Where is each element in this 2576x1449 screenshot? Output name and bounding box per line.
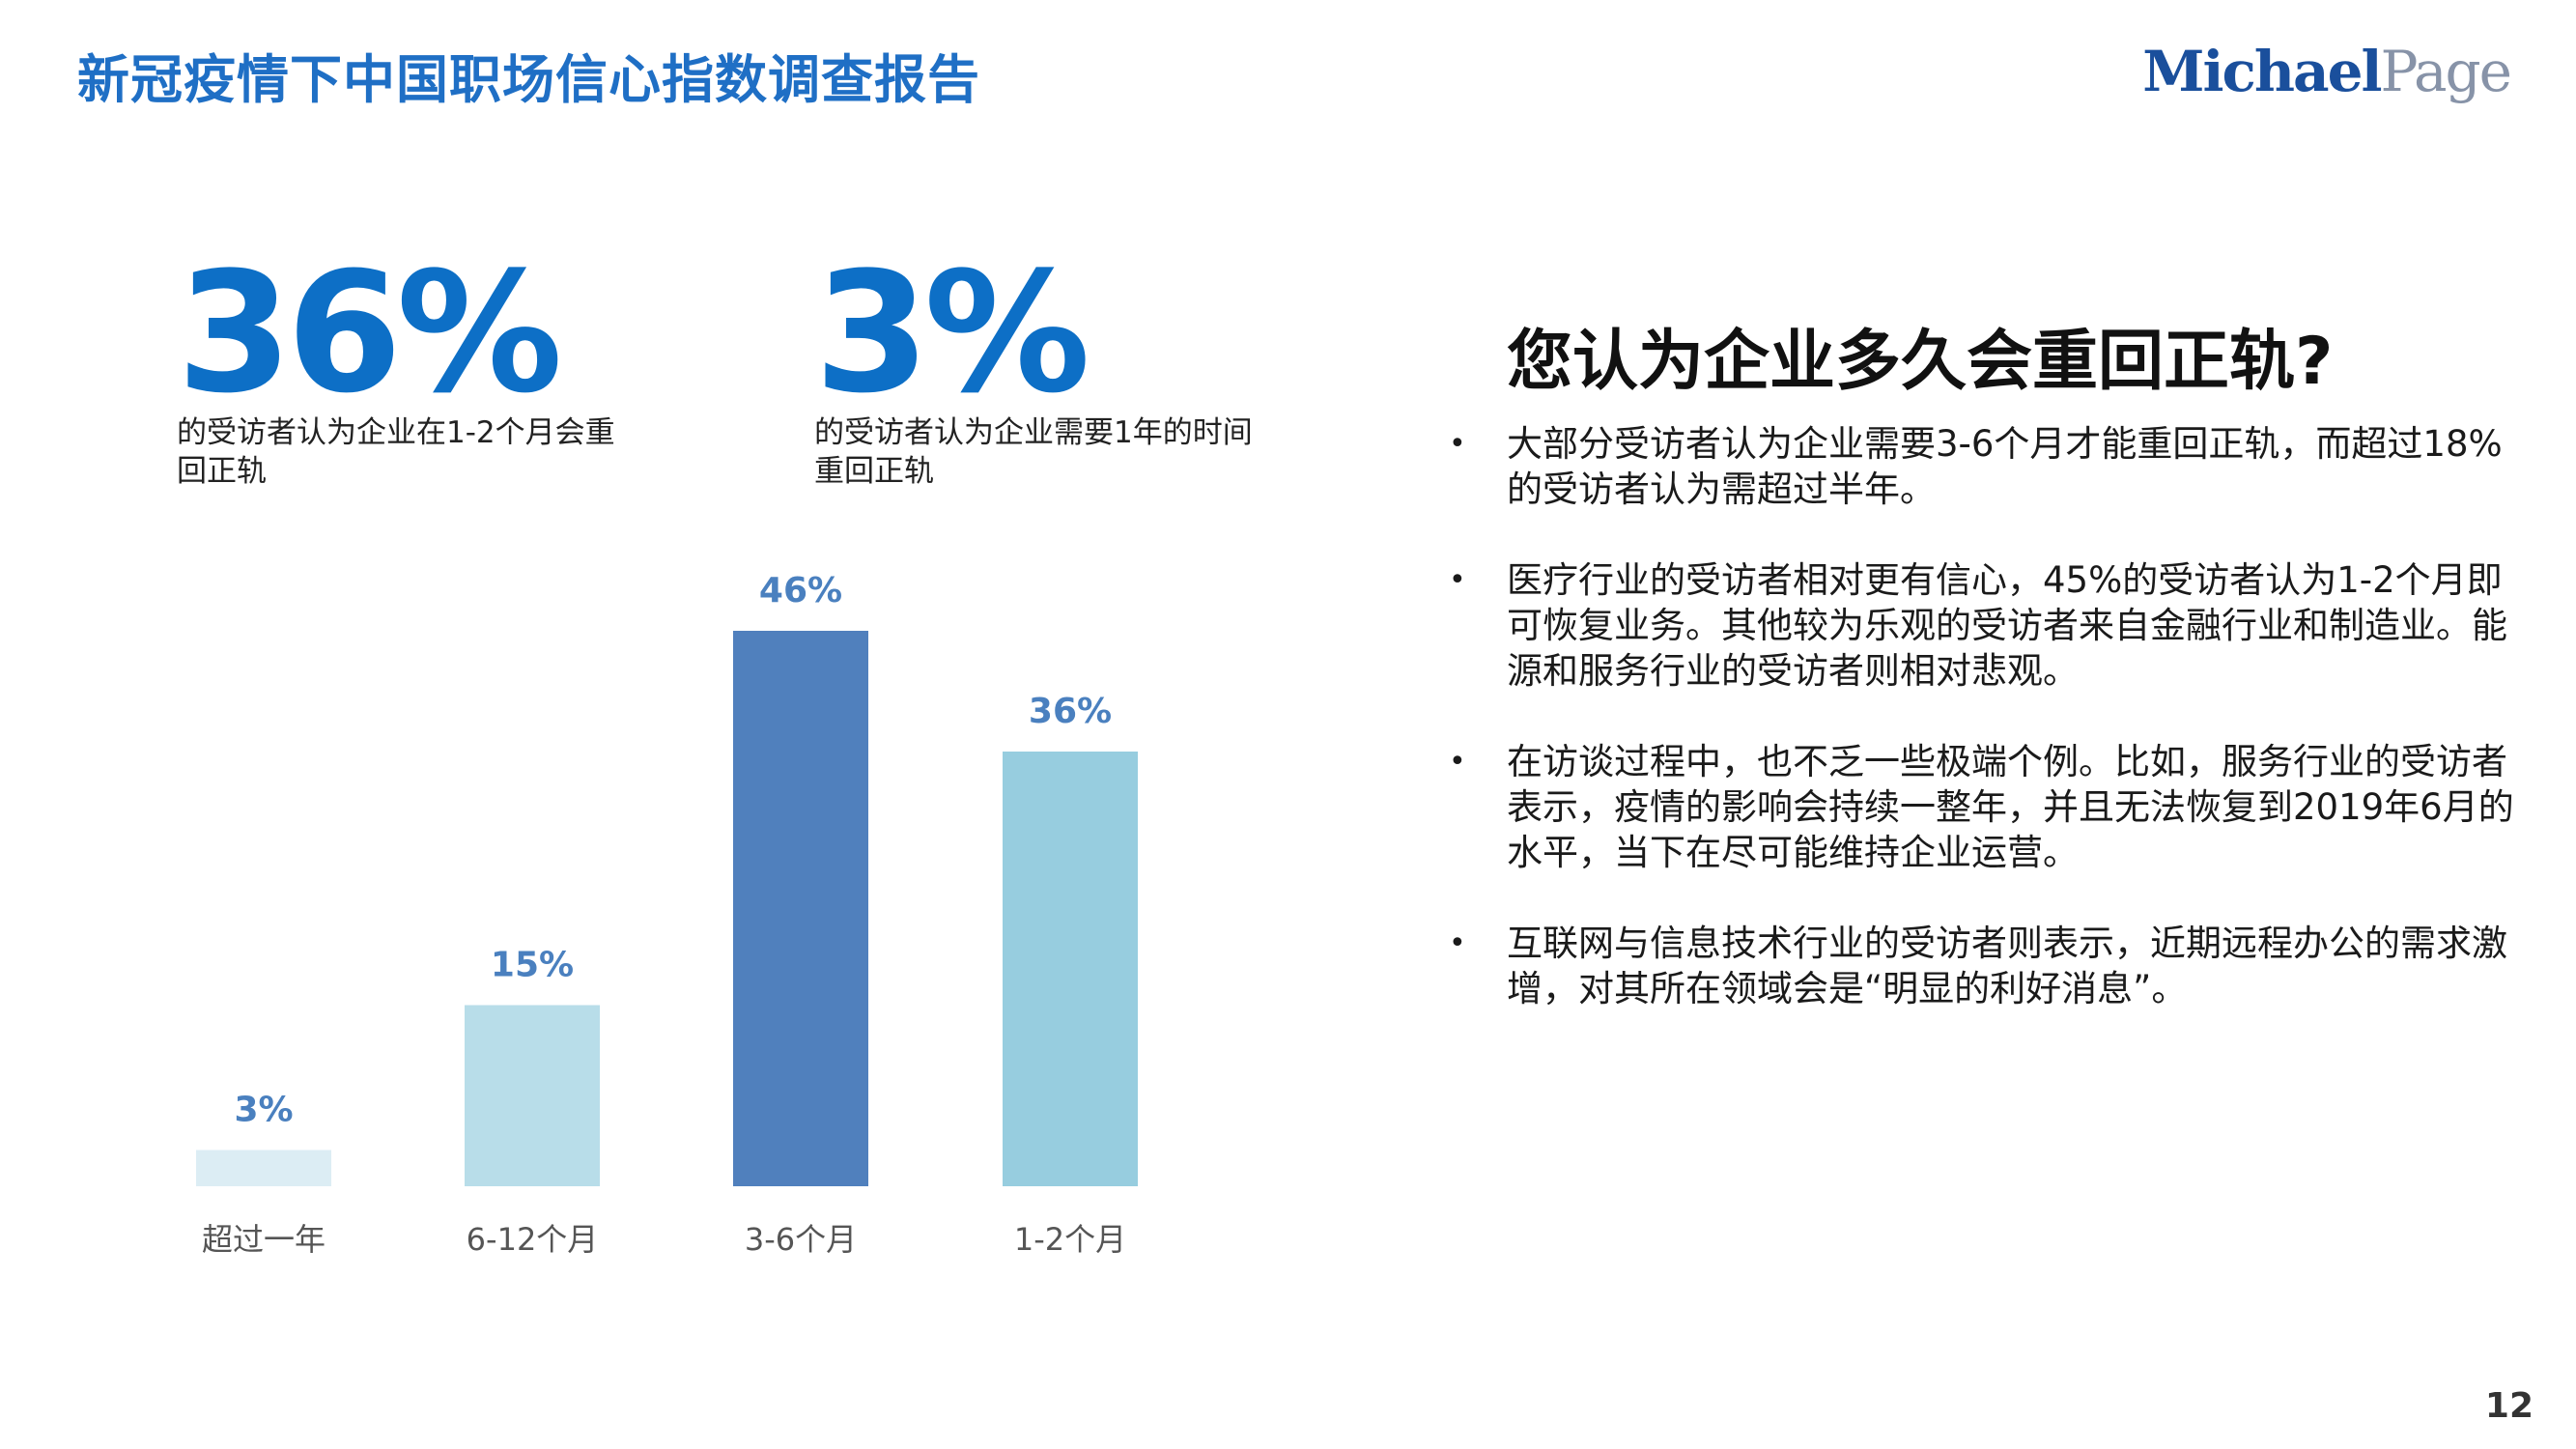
bullet-item: • 在访谈过程中，也不乏一些极端个例。比如，服务行业的受访者表示，疫情的影响会持… — [1439, 739, 2521, 875]
bullet-dot-icon: • — [1449, 563, 1466, 597]
bar-chart: 3% 超过一年 15% 6-12个月 46% 3-6个月 36% 1-2个月 — [196, 571, 1138, 1258]
question-heading: 您认为企业多久会重回正轨? — [1507, 324, 2334, 400]
bullet-text: 大部分受访者认为企业需要3-6个月才能重回正轨，而超过18%的受访者认为需超过半… — [1507, 423, 2503, 510]
bullet-text: 医疗行业的受访者相对更有信心，45%的受访者认为1-2个月即可恢复业务。其他较为… — [1507, 559, 2507, 692]
stat-value-1: 36% — [177, 236, 563, 430]
bullet-dot-icon: • — [1449, 926, 1466, 960]
bar-value-label: 3% — [234, 1091, 293, 1130]
bar-3 — [733, 631, 868, 1186]
bullet-dot-icon: • — [1449, 427, 1466, 461]
bullet-list: • 大部分受访者认为企业需要3-6个月才能重回正轨，而超过18%的受访者认为需超… — [1439, 421, 2521, 1057]
bar-value-label: 15% — [491, 946, 574, 985]
logo-part-page: Page — [2380, 39, 2512, 104]
page-number: 12 — [2484, 1386, 2534, 1426]
stat-caption-2: 的受访者认为企业需要1年的时间重回正轨 — [814, 415, 1253, 489]
bullet-item: • 互联网与信息技术行业的受访者则表示，近期远程办公的需求激增，对其所在领域会是… — [1439, 921, 2521, 1011]
category-label: 超过一年 — [202, 1221, 326, 1258]
michael-page-logo: MichaelPage — [2142, 39, 2512, 104]
page-title: 新冠疫情下中国职场信心指数调查报告 — [77, 49, 980, 110]
logo-part-michael: Michael — [2142, 39, 2382, 104]
bullet-text: 互联网与信息技术行业的受访者则表示，近期远程办公的需求激增，对其所在领域会是“明… — [1507, 923, 2507, 1009]
bullet-item: • 大部分受访者认为企业需要3-6个月才能重回正轨，而超过18%的受访者认为需超… — [1439, 421, 2521, 512]
bullet-dot-icon: • — [1449, 745, 1466, 779]
bar-value-label: 36% — [1029, 692, 1112, 731]
bullet-item: • 医疗行业的受访者相对更有信心，45%的受访者认为1-2个月即可恢复业务。其他… — [1439, 557, 2521, 694]
bar-1 — [196, 1150, 331, 1186]
bar-value-label: 46% — [759, 571, 842, 611]
stat-block-1: 36% 的受访者认为企业在1-2个月会重回正轨 — [177, 236, 621, 491]
stat-block-2: 3% 的受访者认为企业需要1年的时间重回正轨 — [814, 236, 1259, 491]
stat-caption-1: 的受访者认为企业在1-2个月会重回正轨 — [177, 415, 615, 489]
category-label: 6-12个月 — [467, 1221, 599, 1258]
bar-2 — [465, 1005, 600, 1186]
bullet-text: 在访谈过程中，也不乏一些极端个例。比如，服务行业的受访者表示，疫情的影响会持续一… — [1507, 741, 2514, 873]
bar-4 — [1003, 752, 1138, 1186]
category-label: 1-2个月 — [1014, 1221, 1126, 1258]
category-label: 3-6个月 — [745, 1221, 857, 1258]
stat-value-2: 3% — [814, 236, 1090, 430]
